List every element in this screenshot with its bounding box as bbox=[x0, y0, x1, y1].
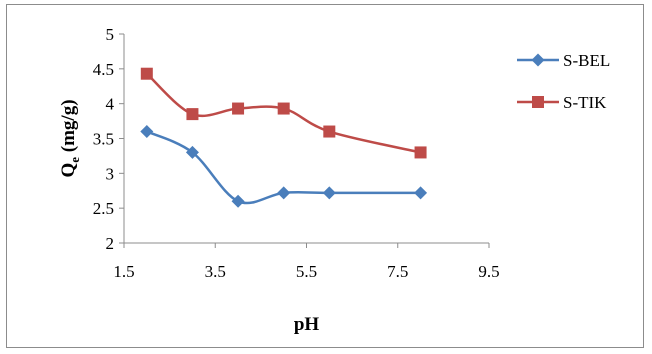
y-tick-label: 4 bbox=[106, 95, 115, 114]
x-tick-label: 3.5 bbox=[205, 262, 226, 281]
series-s-tik bbox=[140, 67, 427, 159]
legend-item: S-TIK bbox=[517, 93, 607, 112]
legend-item: S-BEL bbox=[517, 51, 610, 70]
data-point-square bbox=[323, 125, 336, 138]
data-point-diamond bbox=[231, 194, 245, 208]
y-axis-title-main: Q bbox=[58, 163, 79, 178]
data-point-diamond bbox=[185, 145, 199, 159]
y-tick-label: 2.5 bbox=[93, 199, 114, 218]
x-tick-label: 7.5 bbox=[387, 262, 408, 281]
y-tick-label: 3.5 bbox=[93, 130, 114, 149]
data-point-diamond bbox=[277, 186, 291, 200]
data-point-square bbox=[277, 102, 290, 115]
legend-marker-square bbox=[532, 96, 544, 108]
data-point-square bbox=[414, 146, 427, 159]
data-point-diamond bbox=[322, 186, 336, 200]
axes: 2 2.5 3 3.5 4 4.5 5 1.5 3.5 5.5 7.5 9.5 pH Qe (mg/g) bbox=[58, 25, 500, 335]
series-s-bel bbox=[140, 125, 428, 208]
data-point-square bbox=[140, 67, 153, 80]
y-tick-label: 2 bbox=[106, 234, 115, 253]
legend-marker-diamond bbox=[531, 53, 545, 67]
legend-label: S-BEL bbox=[563, 51, 610, 70]
y-axis-title-rest: (mg/g) bbox=[58, 99, 79, 157]
x-tick-label: 1.5 bbox=[113, 262, 134, 281]
x-tick-label: 9.5 bbox=[478, 262, 499, 281]
legend-label: S-TIK bbox=[563, 93, 607, 112]
y-tick-label: 3 bbox=[106, 164, 115, 183]
series-layer bbox=[140, 67, 428, 208]
x-tick-label: 5.5 bbox=[296, 262, 317, 281]
y-tick-label: 4.5 bbox=[93, 60, 114, 79]
data-point-diamond bbox=[140, 125, 154, 139]
legend: S-BEL S-TIK bbox=[517, 51, 610, 112]
y-tick-label: 5 bbox=[106, 25, 115, 44]
x-axis-title: pH bbox=[294, 314, 320, 335]
data-point-square bbox=[232, 102, 245, 115]
data-point-square bbox=[186, 108, 199, 121]
data-point-diamond bbox=[414, 186, 428, 200]
y-axis-title-subscript: e bbox=[67, 157, 82, 163]
y-axis-title: Qe (mg/g) bbox=[58, 99, 82, 177]
